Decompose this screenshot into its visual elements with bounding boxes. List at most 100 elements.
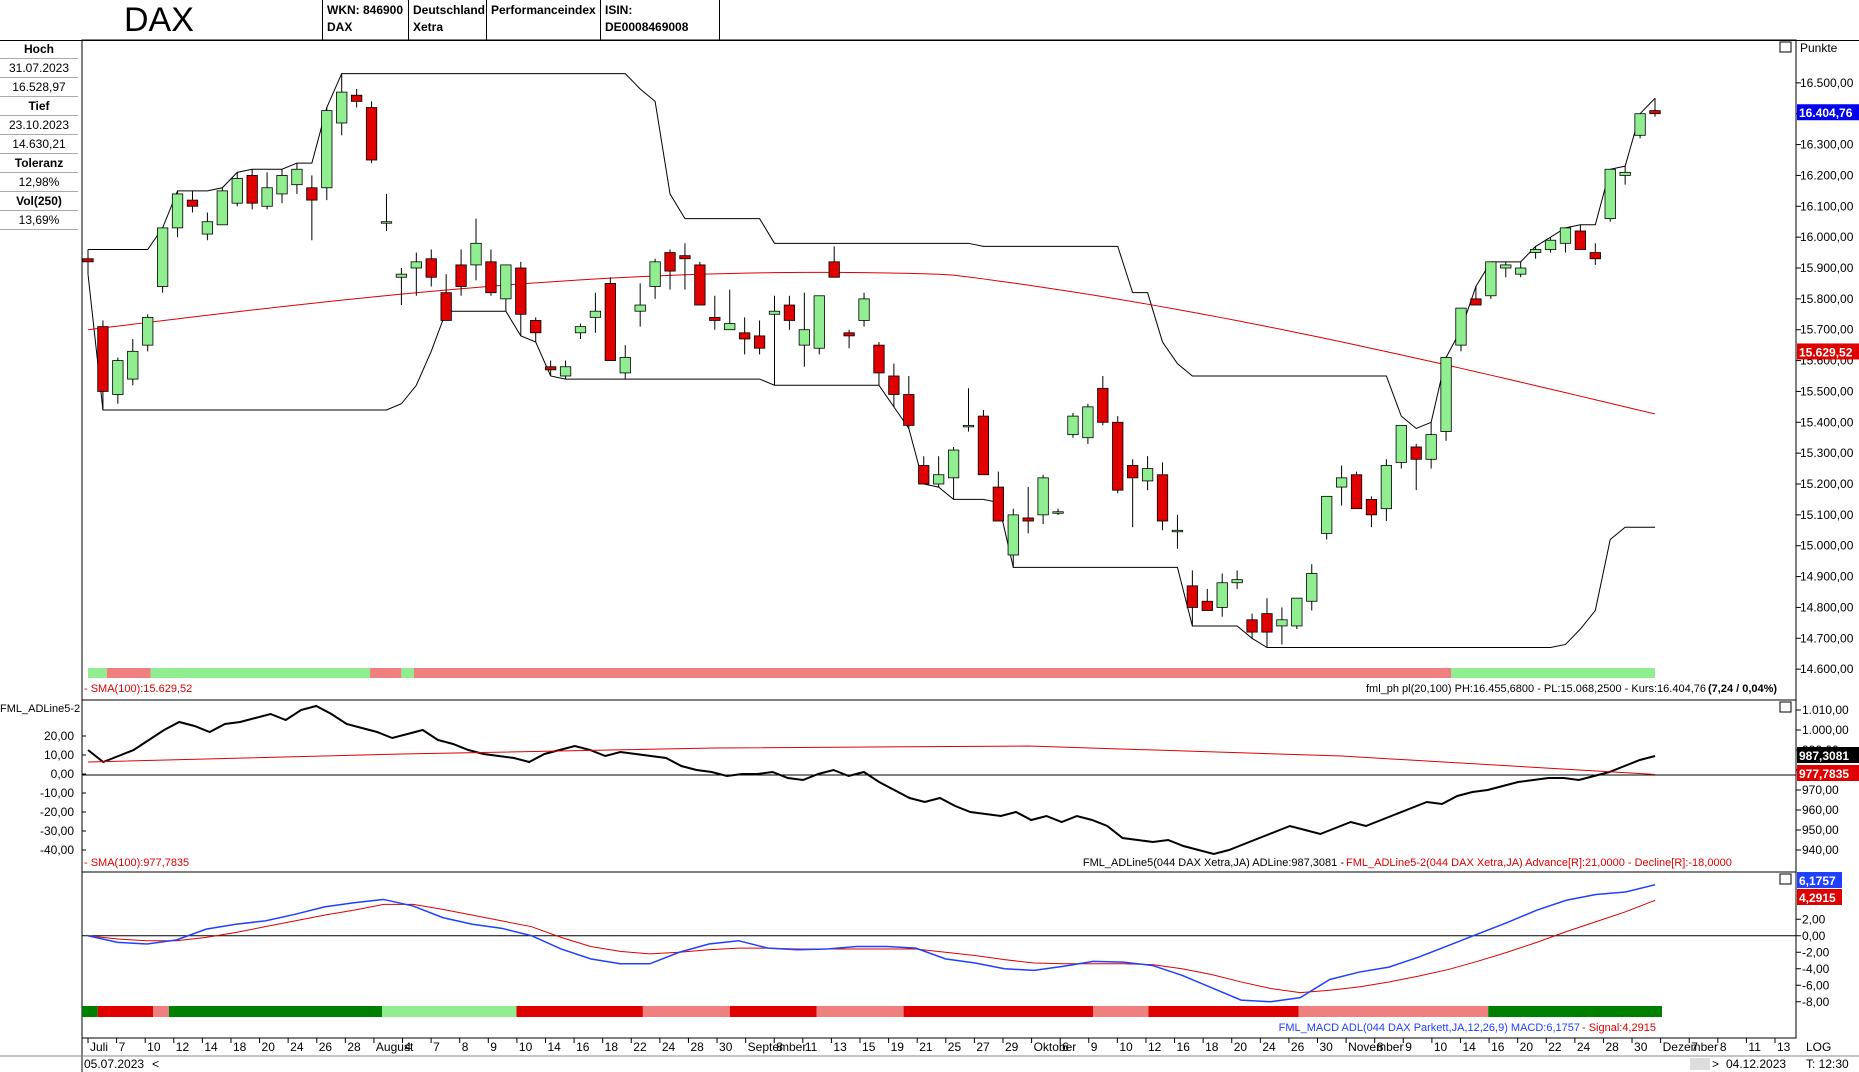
candle-body xyxy=(1559,227,1572,244)
candle-body xyxy=(1649,110,1661,115)
macd-hist-segment xyxy=(97,1006,154,1017)
x-tick-label: 11 xyxy=(1748,1040,1761,1054)
candle-body xyxy=(186,199,199,207)
tolerance-label: Toleranz xyxy=(0,154,78,173)
macd-value-label: 6,1757 xyxy=(1799,874,1836,888)
candle-body xyxy=(992,486,1004,522)
candle-body xyxy=(1470,298,1482,306)
candle-body xyxy=(1022,517,1034,522)
candle-body xyxy=(828,261,840,278)
price-tick-label: 14.700,00 xyxy=(1800,631,1854,645)
x-tick-label: 10 xyxy=(1434,1040,1448,1054)
isin-cell: ISIN: DE0008469008 xyxy=(600,0,720,40)
candle-body xyxy=(365,107,378,161)
candle-body xyxy=(1037,477,1049,516)
x-tick-label: 24 xyxy=(290,1040,304,1054)
price-tick-label: 15.700,00 xyxy=(1800,323,1854,337)
adline-left-tick-label: -30,00 xyxy=(40,824,74,838)
adline-left-tick-label: 0,00 xyxy=(51,767,75,781)
x-tick-label: 11 xyxy=(805,1040,818,1054)
macd-hist-segment xyxy=(1488,1006,1662,1017)
adline-close-icon xyxy=(1779,701,1792,713)
x-tick-label: 8 xyxy=(776,1040,783,1054)
adline-left-tick-label: -10,00 xyxy=(40,786,74,800)
signal-strip-segment xyxy=(1451,668,1655,678)
x-tick-label: 16 xyxy=(1491,1040,1505,1054)
x-tick-label: 24 xyxy=(662,1040,676,1054)
candle-body xyxy=(1052,511,1064,514)
price-legend-right: fml_ph pl(20,100) PH:16.455,6800 - PL:15… xyxy=(1366,683,1706,695)
candle-body xyxy=(455,264,467,287)
candle-body xyxy=(171,193,184,229)
price-tick-label: 14.800,00 xyxy=(1800,600,1854,614)
x-tick-label: 22 xyxy=(633,1040,647,1054)
type-cell: Performanceindex xyxy=(486,0,600,40)
adline-left-tick-label: 20,00 xyxy=(44,729,74,743)
candle-body xyxy=(709,316,721,321)
tolerance-value: 12,98% xyxy=(0,173,78,192)
low-label: Tief xyxy=(0,97,78,116)
x-tick-label: 20 xyxy=(1234,1040,1248,1054)
last-price-box xyxy=(1797,104,1859,121)
candle-body xyxy=(321,110,333,189)
price-tick-label: 15.300,00 xyxy=(1800,446,1854,460)
candle-body xyxy=(1380,465,1392,510)
price-legend-right-bold: (7,24 / 0,04%) xyxy=(1708,683,1777,695)
adline-legend-right: FML_ADLine5(044 DAX Xetra,JA) ADLine:987… xyxy=(1083,857,1344,869)
x-tick-label: 8 xyxy=(1720,1040,1727,1054)
candle-body xyxy=(97,326,109,392)
price-tick-label: 15.400,00 xyxy=(1800,415,1854,429)
x-tick-label: 18 xyxy=(1205,1040,1219,1054)
adline-left-tick-label: -20,00 xyxy=(40,805,74,819)
price-tick-label: 16.300,00 xyxy=(1800,138,1854,152)
candle-body xyxy=(1395,424,1407,463)
adline-left-tick-label: 10,00 xyxy=(44,748,74,762)
x-tick-label: 25 xyxy=(948,1040,962,1054)
macd-hist-segment xyxy=(1148,1006,1299,1017)
price-close-icon xyxy=(1779,41,1792,53)
x-tick-label: 15 xyxy=(862,1040,876,1054)
left-info-panel: Hoch 31.07.2023 16.528,97 Tief 23.10.202… xyxy=(0,40,78,230)
candle-body xyxy=(485,261,497,294)
candle-body xyxy=(1067,415,1079,436)
x-tick-label: 30 xyxy=(1320,1040,1334,1054)
candle-body xyxy=(739,332,751,340)
candle-body xyxy=(1321,495,1333,534)
macd-hist-segment xyxy=(153,1006,169,1017)
price-panel-frame xyxy=(81,39,1797,701)
candle-body xyxy=(619,357,631,374)
last-price-label: 16.404,76 xyxy=(1799,106,1853,120)
candle-body xyxy=(1425,434,1437,460)
adline-sma-label: 977,7835 xyxy=(1799,767,1849,781)
macd-tick-label: 0,00 xyxy=(1802,929,1826,943)
signal-strip-segment xyxy=(370,668,402,678)
x-tick-label: 28 xyxy=(690,1040,704,1054)
macd-hist-segment xyxy=(1298,1006,1489,1017)
adline-left-tick-label: -40,00 xyxy=(40,843,74,857)
signal-value-box xyxy=(1797,889,1842,905)
footer-scroll-left: < xyxy=(152,1057,159,1071)
country-text: Deutschland xyxy=(413,3,486,17)
candle-body xyxy=(798,329,810,346)
x-tick-label: 21 xyxy=(919,1040,933,1054)
candle-body xyxy=(753,335,766,349)
candle-body xyxy=(873,344,885,374)
x-tick-label: 16 xyxy=(576,1040,590,1054)
candle-body xyxy=(1440,357,1452,432)
price-tick-label: 15.100,00 xyxy=(1800,508,1854,522)
candle-body xyxy=(1186,585,1198,608)
x-tick-label: 10 xyxy=(519,1040,533,1054)
x-tick-label: 30 xyxy=(719,1040,733,1054)
macd-hist-segment xyxy=(903,1006,1094,1017)
macd-tick-label: -4,00 xyxy=(1802,962,1830,976)
price-unit-label: Punkte xyxy=(1800,41,1838,55)
adline-right-tick-label: 950,00 xyxy=(1802,823,1839,837)
adline-sma-box xyxy=(1797,765,1859,781)
adline-legend-right2: FML_ADLine5-2(044 DAX Xetra,JA) Advance[… xyxy=(1346,857,1732,869)
lower-band-line xyxy=(87,274,1655,649)
candle-body xyxy=(1201,600,1213,611)
adline-right-tick-label: 970,00 xyxy=(1802,783,1839,797)
price-tick-label: 15.500,00 xyxy=(1800,384,1854,398)
candle-body xyxy=(933,474,945,485)
